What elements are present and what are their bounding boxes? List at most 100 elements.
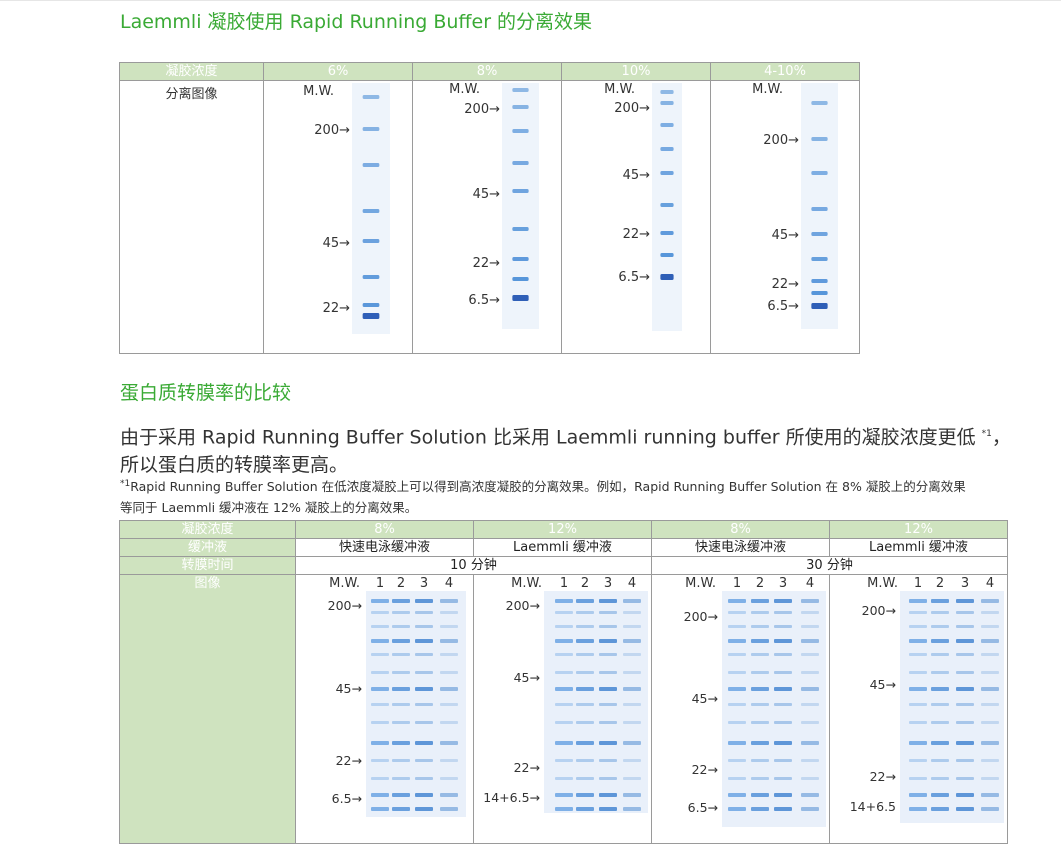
blot-band [931,741,949,745]
mw-label: M.W. [329,576,360,591]
blot-band [576,741,594,745]
blot-band [909,703,927,706]
blot-band [623,653,641,656]
blot-band [371,759,389,762]
gel-band [660,203,674,207]
gel-cell-10: M.W. 200→ 45→ 22→ 6.5→ [561,80,711,354]
blot-band [728,599,746,603]
blot-band [576,653,594,656]
size-marker: 22→ [870,769,896,784]
blot-band [801,777,819,780]
blot-band [909,611,927,614]
mw-label: M.W. [604,82,635,97]
footnote: *1Rapid Running Buffer Solution 在低浓度凝胶上可… [120,474,1020,518]
blot-band [956,671,974,674]
gel-band [811,279,828,283]
blot-band [981,741,999,745]
lane-number: 4 [806,576,814,591]
size-marker: 45→ [870,677,896,692]
top-divider [0,0,1061,1]
blot-band [728,639,746,643]
blot-band [576,793,594,797]
gel-band [811,137,828,141]
blot-cell-1: M.W. 1 2 3 4 200→ 45→ 22→ 6.5→ [295,574,474,844]
blot-band [956,687,974,691]
blot-band [599,777,617,780]
blot-band [371,639,389,643]
gel-band [512,105,529,109]
gel-band [660,101,674,105]
gel-band [660,171,674,175]
gel-band [811,291,828,295]
blot-band [599,703,617,706]
lane-number: 4 [986,576,994,591]
lane-number: 3 [961,576,969,591]
size-marker: 22→ [336,753,362,768]
size-marker: 200→ [328,598,362,613]
footnote-line-1: Rapid Running Buffer Solution 在低浓度凝胶上可以得… [130,479,966,495]
blot-band [555,599,573,603]
size-marker: 14+6.5→ [483,790,540,805]
blot-band [623,807,641,811]
blot-band [751,807,769,811]
section1-title: Laemmli 凝胶使用 Rapid Running Buffer 的分离效果 [120,11,593,33]
gel-image-4-10: M.W. 200→ 45→ 22→ 6.5→ [752,82,838,329]
size-marker: 22→ [473,256,501,271]
blot-band [728,687,746,691]
blot-band [555,777,573,780]
blot-band [909,671,927,674]
label-buffer: 缓冲液 [119,538,296,557]
blot-band [440,611,458,614]
size-marker: 6.5→ [767,299,799,314]
gel-band [362,127,380,131]
lane-number: 1 [733,576,741,591]
blot-band [371,807,389,811]
blot-band [956,599,974,603]
blot-band [415,611,433,614]
blot-band [909,741,927,745]
blot-band [751,653,769,656]
col-header-10: 10% [561,62,711,81]
blot-band [623,777,641,780]
blot-band [440,639,458,643]
gel-lane [502,83,539,329]
blot-band [440,741,458,745]
blot-band [801,703,819,706]
blot-band [623,611,641,614]
blot-band [440,777,458,780]
blot-band [576,721,594,724]
blot-band [909,653,927,656]
blot-membrane [366,591,466,817]
blot-band [774,625,792,628]
blot-band [555,653,573,656]
buffer-4: Laemmli 缓冲液 [829,538,1008,557]
paragraph-footnote-ref: *1 [981,429,992,439]
gel-lane [801,83,838,329]
blot-membrane [900,591,1004,823]
blot-image-4: M.W. 1 2 3 4 200→ 45→ 22→ 14+6.5 [850,576,1004,823]
size-marker: 45→ [692,691,718,706]
transfer-table: 凝胶浓度 8% 12% 8% 12% 缓冲液 快速电泳缓冲液 Laemmli 缓… [119,520,1008,844]
paragraph-text-1: 由于采用 Rapid Running Buffer Solution 比采用 L… [120,426,976,449]
gel-cell-8: M.W. 200→ 45→ 22→ 6.5→ [412,80,562,354]
blot-band [774,653,792,656]
blot-band [555,625,573,628]
blot-band [774,741,792,745]
blot-band [415,687,433,691]
blot-band [956,653,974,656]
gel-band [811,303,828,309]
buffer-2: Laemmli 缓冲液 [473,538,652,557]
blot-band [440,625,458,628]
blot-band [623,639,641,643]
blot-band [728,625,746,628]
blot-band [392,625,410,628]
blot-band [801,741,819,745]
lane-number: 4 [445,576,453,591]
mw-label: M.W. [303,84,334,99]
mw-label: M.W. [752,82,783,97]
blot-band [371,741,389,745]
size-marker: 22→ [323,301,351,316]
blot-band [751,759,769,762]
size-marker: 200→ [862,603,896,618]
gel-lane [352,83,390,334]
